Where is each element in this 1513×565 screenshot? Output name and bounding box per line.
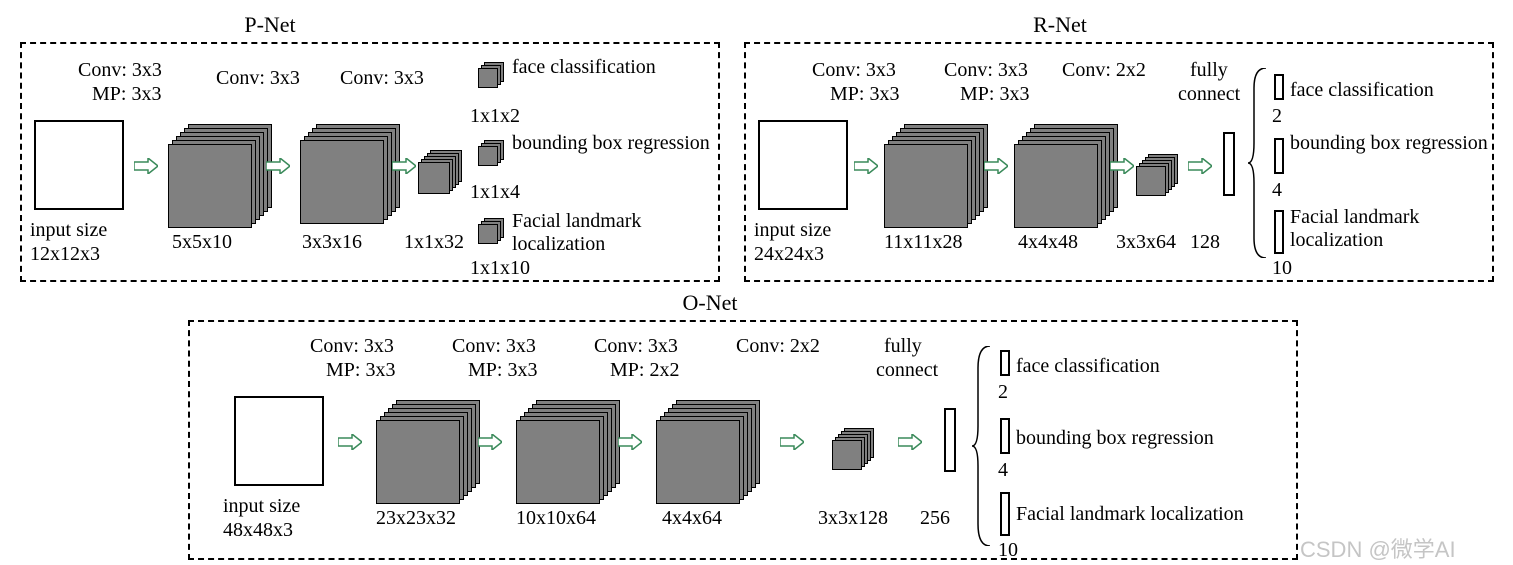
rnet-arrow-3 [1110,158,1134,174]
onet-s3-bottom: 4x4x64 [662,506,722,530]
onet-s3-stack [656,400,760,504]
pnet-s1-top1: Conv: 3x3 [78,58,162,82]
pnet-out1-cube [478,62,508,92]
onet-arrow-4 [780,434,804,450]
pnet-s2-stack [300,124,400,224]
rnet-out2-dim: 4 [1272,178,1282,202]
onet-s4-stack [832,428,874,470]
onet-s1-stack [376,400,480,504]
pnet-s3-top1: Conv: 3x3 [340,66,424,90]
pnet-arrow-1 [134,158,158,174]
rnet-out3-label: Facial landmark localization [1290,206,1490,252]
rnet-s1-top1: Conv: 3x3 [812,58,896,82]
onet-s3-top2: MP: 2x2 [610,358,679,382]
onet-s3-top1: Conv: 3x3 [594,334,678,358]
rnet-s1-top2: MP: 3x3 [830,82,899,106]
rnet-s2-top1: Conv: 3x3 [944,58,1028,82]
pnet-input-square [34,120,124,210]
pnet-out2-label: bounding box regression [512,132,712,155]
onet-s2-stack [516,400,620,504]
rnet-input-square [758,120,848,210]
pnet-arrow-3 [392,158,416,174]
rnet-s4-bottom: 128 [1190,230,1220,254]
onet-out1-dim: 2 [998,380,1008,404]
pnet-out2-dim: 1x1x4 [470,180,520,204]
rnet-s4-top1: fully [1190,58,1228,82]
onet-s1-bottom: 23x23x32 [376,506,456,530]
onet-s1-top2: MP: 3x3 [326,358,395,382]
watermark: CSDN @微学AI [1300,532,1456,564]
onet-out1-label: face classification [1016,354,1160,378]
rnet-out1-dim: 2 [1272,104,1282,128]
onet-s5-top1: fully [884,334,922,358]
rnet-arrow-2 [984,158,1008,174]
onet-s5-top2: connect [876,358,938,382]
onet-input-label2: 48x48x3 [223,518,293,542]
pnet-input-label2: 12x12x3 [30,242,100,266]
rnet-out2-bar [1274,138,1284,174]
pnet-title: P-Net [244,12,295,38]
pnet-s1-stack [168,124,272,228]
onet-s2-top1: Conv: 3x3 [452,334,536,358]
pnet-out3-dim: 1x1x10 [470,256,530,280]
rnet-arrow-4 [1188,158,1212,174]
onet-out2-dim: 4 [998,458,1008,482]
pnet-out1-dim: 1x1x2 [470,104,520,128]
onet-out2-label: bounding box regression [1016,426,1214,450]
rnet-fc-bar [1223,132,1235,196]
rnet-out1-label: face classification [1290,78,1434,102]
onet-arrow-1 [338,434,362,450]
rnet-arrow-1 [854,158,878,174]
onet-out1-bar [1000,350,1010,376]
onet-s1-top1: Conv: 3x3 [310,334,394,358]
onet-brace [972,346,992,551]
onet-out3-bar [1000,492,1010,536]
onet-s2-top2: MP: 3x3 [468,358,537,382]
rnet-s3-stack [1136,154,1178,196]
pnet-out3-cube [478,218,508,248]
rnet-s2-top2: MP: 3x3 [960,82,1029,106]
rnet-title: R-Net [1033,12,1087,38]
onet-out3-dim: 10 [998,538,1018,562]
rnet-s2-bottom: 4x4x48 [1018,230,1078,254]
pnet-s2-top1: Conv: 3x3 [216,66,300,90]
pnet-s1-top2: MP: 3x3 [92,82,161,106]
onet-out3-label: Facial landmark localization [1016,502,1244,526]
rnet-s3-bottom: 3x3x64 [1116,230,1176,254]
onet-title: O-Net [683,290,738,316]
onet-s2-bottom: 10x10x64 [516,506,596,530]
rnet-s2-stack [1014,124,1118,228]
rnet-s1-bottom: 11x11x28 [884,230,963,254]
onet-arrow-2 [478,434,502,450]
rnet-brace [1248,68,1268,263]
pnet-s2-bottom: 3x3x16 [302,230,362,254]
onet-s5-bottom: 256 [920,506,950,530]
rnet-s1-stack [884,124,988,228]
pnet-s1-bottom: 5x5x10 [172,230,232,254]
rnet-out1-bar [1274,74,1284,100]
onet-out2-bar [1000,418,1010,454]
onet-s4-top1: Conv: 2x2 [736,334,820,358]
pnet-s3-stack [418,150,462,194]
pnet-out3-label: Facial landmark localization [512,210,722,256]
onet-input-label1: input size [223,494,300,518]
onet-arrow-5 [898,434,922,450]
onet-input-square [234,396,324,486]
pnet-arrow-2 [266,158,290,174]
pnet-out1-label: face classification [512,56,712,79]
onet-fc-bar [944,408,956,472]
pnet-input-label1: input size [30,218,107,242]
rnet-out2-label: bounding box regression [1290,132,1490,155]
rnet-out3-bar [1274,210,1284,254]
onet-arrow-3 [618,434,642,450]
onet-s4-bottom: 3x3x128 [818,506,888,530]
pnet-s3-bottom: 1x1x32 [404,230,464,254]
pnet-out2-cube [478,140,508,170]
rnet-out3-dim: 10 [1272,256,1292,280]
rnet-s4-top2: connect [1178,82,1240,106]
rnet-input-label1: input size [754,218,831,242]
rnet-s3-top1: Conv: 2x2 [1062,58,1146,82]
rnet-input-label2: 24x24x3 [754,242,824,266]
